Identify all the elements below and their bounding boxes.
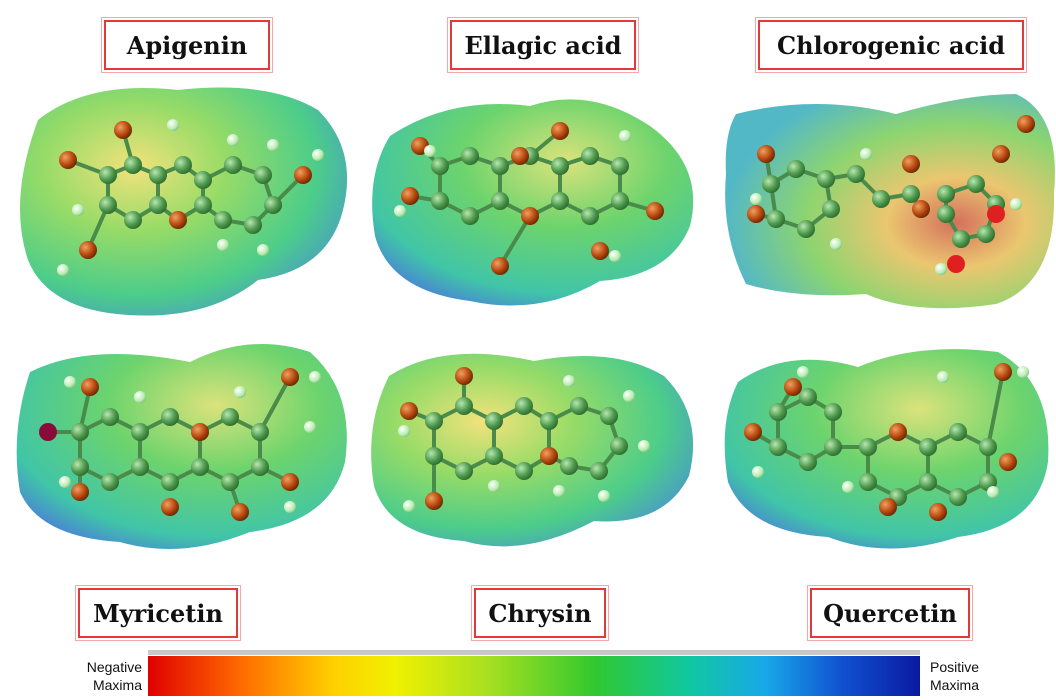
label-chrysin: Chrysin — [471, 585, 609, 641]
label-myricetin: Myricetin — [75, 585, 241, 641]
label-ellagic-acid: Ellagic acid — [447, 17, 639, 73]
legend-negative-line1: Negative — [86, 659, 142, 675]
esp-surface — [371, 353, 694, 547]
legend-positive: Positive Maxima — [930, 658, 1020, 694]
label-quercetin: Quercetin — [807, 585, 973, 641]
molecule-ellagic-acid — [360, 86, 706, 316]
molecule-myricetin — [10, 332, 356, 560]
color-scale-border — [148, 650, 920, 655]
color-scale-bar — [148, 656, 920, 696]
molecule-apigenin — [8, 80, 354, 320]
label-apigenin: Apigenin — [101, 17, 273, 73]
label-chlorogenic-acid: Chlorogenic acid — [755, 17, 1027, 73]
legend-negative-line2: Maxima — [92, 677, 142, 693]
esp-surface — [20, 87, 348, 316]
legend-negative: Negative Maxima — [62, 658, 142, 694]
esp-surface — [372, 99, 694, 306]
legend-positive-line1: Positive — [930, 659, 980, 675]
atoms — [57, 119, 324, 276]
molecule-chrysin — [364, 336, 704, 558]
esp-surface — [16, 344, 347, 550]
legend-positive-line2: Maxima — [930, 677, 980, 693]
molecule-chlorogenic-acid — [716, 84, 1056, 316]
molecule-quercetin — [718, 332, 1056, 560]
esp-surface — [725, 94, 1055, 309]
